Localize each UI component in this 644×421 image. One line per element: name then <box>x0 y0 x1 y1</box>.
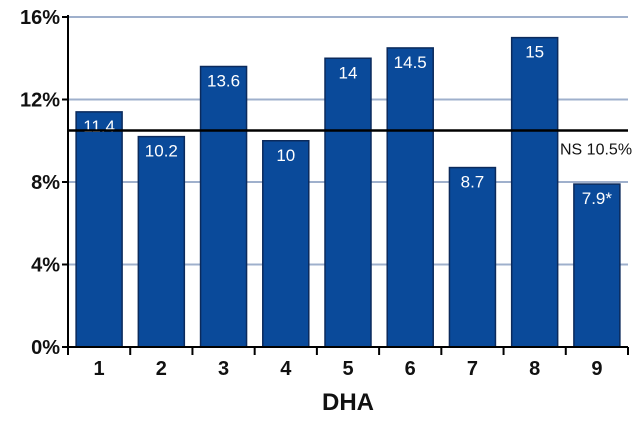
bars <box>75 36 621 348</box>
bar-value-label: 11.4 <box>83 117 115 136</box>
y-tick-label: 4% <box>31 255 60 277</box>
bar-value-label: 14.5 <box>394 53 427 72</box>
x-tick-label: 1 <box>94 358 105 380</box>
bar-value-label: 10 <box>276 146 295 165</box>
axes <box>62 15 629 355</box>
bar <box>510 36 559 348</box>
y-tick-labels: 0% 4% 8% 12% 16% <box>20 7 60 359</box>
x-tick-label: 7 <box>467 358 478 380</box>
y-tick-label: 0% <box>31 337 60 359</box>
bar <box>448 166 497 348</box>
x-tick-label: 4 <box>280 358 292 380</box>
bar <box>137 135 186 348</box>
x-tick-labels: 1 2 3 4 5 6 7 8 9 <box>94 358 603 380</box>
bar-value-label: 7.9* <box>582 189 613 208</box>
bar <box>324 57 372 348</box>
y-tick-label: 8% <box>31 172 60 194</box>
bar-value-label: 8.7 <box>461 173 485 192</box>
bar-value-label: 14 <box>339 63 358 82</box>
x-tick-label: 5 <box>342 358 353 380</box>
y-tick-label: 12% <box>20 90 60 112</box>
bar <box>199 65 248 348</box>
bar <box>573 183 621 348</box>
bar-value-label: 13.6 <box>207 72 240 91</box>
x-tick-label: 3 <box>218 358 229 380</box>
bar <box>386 47 434 348</box>
bar <box>75 111 123 348</box>
bar <box>262 140 310 348</box>
x-axis-label: DHA <box>322 389 374 416</box>
x-tick-label: 2 <box>156 358 167 380</box>
bar-value-label: 15 <box>525 43 544 62</box>
y-tick-label: 16% <box>20 7 60 29</box>
reference-line-label: NS 10.5% <box>560 141 632 158</box>
x-tick-label: 6 <box>405 358 416 380</box>
x-tick-label: 9 <box>591 358 602 380</box>
x-tick-label: 8 <box>529 358 540 380</box>
bar-value-label: 10.2 <box>145 142 178 161</box>
